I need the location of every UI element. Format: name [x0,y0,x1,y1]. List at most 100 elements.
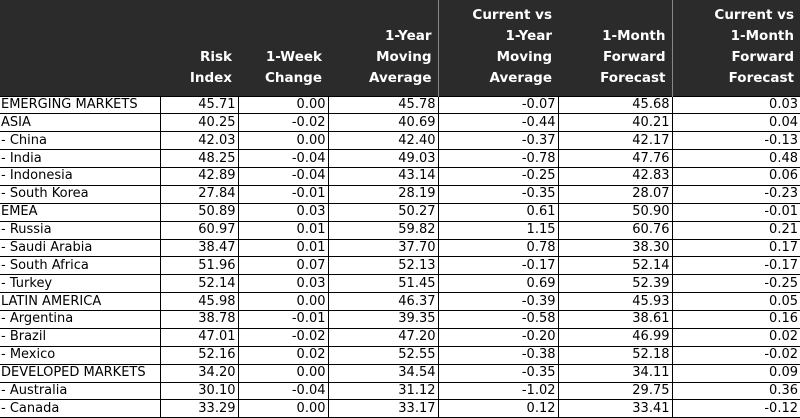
cell-value: -0.35 [437,363,559,383]
cell-value: 0.03 [671,95,800,115]
cell-value: -0.02 [237,327,329,347]
column-header: Current vs 1-Month Forward Forecast [671,0,800,96]
cell-value: 0.01 [237,220,329,240]
column-header: Current vs 1-Year Moving Average [437,0,558,96]
cell-value: 50.90 [557,202,673,222]
column-header: 1-Week Change [238,0,328,96]
cell-value: -1.02 [437,381,559,401]
cell-value: 0.02 [237,345,329,365]
cell-value: 52.13 [327,256,439,276]
cell-value: 38.78 [159,310,239,329]
column-header: 1-Year Moving Average [328,0,438,96]
cell-value: 47.76 [557,149,673,168]
row-label: - Canada [0,399,161,418]
row-label: - Australia [0,381,161,401]
cell-value: -0.02 [671,345,800,365]
header-line: 1-Month [730,27,794,44]
cell-value: 0.00 [237,95,329,115]
cell-value: 50.27 [327,202,439,222]
row-label: - Indonesia [0,167,161,186]
table-row: - Turkey 52.14 0.03 51.45 0.69 52.39 -0.25 [0,274,800,294]
cell-value: 52.16 [159,345,239,365]
header-line: Forecast [728,69,794,86]
row-label: - Brazil [0,327,161,347]
cell-value: 0.17 [671,238,800,258]
cell-value: -0.20 [437,327,559,347]
row-label: - Argentina [0,310,161,329]
cell-value: 0.61 [437,202,559,222]
cell-value: -0.01 [671,202,800,222]
cell-value: 29.75 [557,381,673,401]
cell-value: 34.20 [159,363,239,383]
cell-value: 51.96 [159,256,239,276]
cell-value: 38.47 [159,238,239,258]
cell-value: 0.00 [237,131,329,151]
cell-value: 0.03 [237,202,329,222]
table-row: - Indonesia 42.89 -0.04 43.14 -0.25 42.83 0.06 [0,167,800,186]
cell-value: 0.00 [237,399,329,418]
header-line: Moving [376,48,432,65]
row-label: - China [0,131,161,151]
cell-value: 0.02 [671,327,800,347]
cell-value: 38.30 [557,238,673,258]
cell-value: 27.84 [159,184,239,204]
cell-value: 0.78 [437,238,559,258]
table-row: - Mexico 52.16 0.02 52.55 -0.38 52.18 -0.02 [0,345,800,365]
cell-value: -0.39 [437,292,559,311]
table-row: - Russia 60.97 0.01 59.82 1.15 60.76 0.21 [0,220,800,240]
cell-value: -0.37 [437,131,559,151]
cell-value: 0.69 [437,274,559,294]
cell-value: 47.20 [327,327,439,347]
cell-value: 40.25 [159,113,239,133]
header-line: Forward [731,48,794,65]
header-line: Average [489,69,552,86]
cell-value: 50.89 [159,202,239,222]
cell-value: 42.83 [557,167,673,186]
cell-value: 45.98 [159,292,239,311]
row-label: - Turkey [0,274,161,294]
cell-value: -0.13 [671,131,800,151]
cell-value: 30.10 [159,381,239,401]
cell-value: 40.21 [557,113,673,133]
header-line: Moving [496,48,552,65]
row-label: - South Korea [0,184,161,204]
table-row: ASIA 40.25 -0.02 40.69 -0.44 40.21 0.04 [0,113,800,133]
cell-value: 28.19 [327,184,439,204]
table-row: - China 42.03 0.00 42.40 -0.37 42.17 -0.13 [0,131,800,151]
cell-value: -0.17 [671,256,800,276]
row-label: LATIN AMERICA [0,292,161,311]
row-label: EMERGING MARKETS [0,95,161,115]
cell-value: 0.07 [237,256,329,276]
table-row: - South Korea 27.84 -0.01 28.19 -0.35 28.07 -0… [0,184,800,204]
header-line: 1-Year [385,27,432,44]
cell-value: -0.38 [437,345,559,365]
cell-value: 52.55 [327,345,439,365]
cell-value: 42.89 [159,167,239,186]
cell-value: 0.03 [237,274,329,294]
header-line: 1-Year [505,27,552,44]
cell-value: 42.40 [327,131,439,151]
row-label: ASIA [0,113,161,133]
cell-value: 52.14 [557,256,673,276]
table-row: - Canada 33.29 0.00 33.17 0.12 33.41 -0.12 [0,399,800,418]
row-label: - South Africa [0,256,161,276]
column-header: Risk Index [160,0,238,96]
cell-value: 49.03 [327,149,439,168]
header-line: Forward [602,48,666,65]
table-row: EMEA 50.89 0.03 50.27 0.61 50.90 -0.01 [0,202,800,222]
cell-value: -0.01 [237,184,329,204]
cell-value: 48.25 [159,149,239,168]
cell-value: 59.82 [327,220,439,240]
cell-value: 40.69 [327,113,439,133]
cell-value: -0.23 [671,184,800,204]
header-line: 1-Week [265,48,322,65]
cell-value: -0.02 [237,113,329,133]
cell-value: -0.58 [437,310,559,329]
cell-value: 0.16 [671,310,800,329]
cell-value: -0.01 [237,310,329,329]
cell-value: 45.93 [557,292,673,311]
cell-value: 52.14 [159,274,239,294]
cell-value: -0.17 [437,256,559,276]
row-label: - Russia [0,220,161,240]
column-header: 1-Month Forward Forecast [558,0,672,96]
